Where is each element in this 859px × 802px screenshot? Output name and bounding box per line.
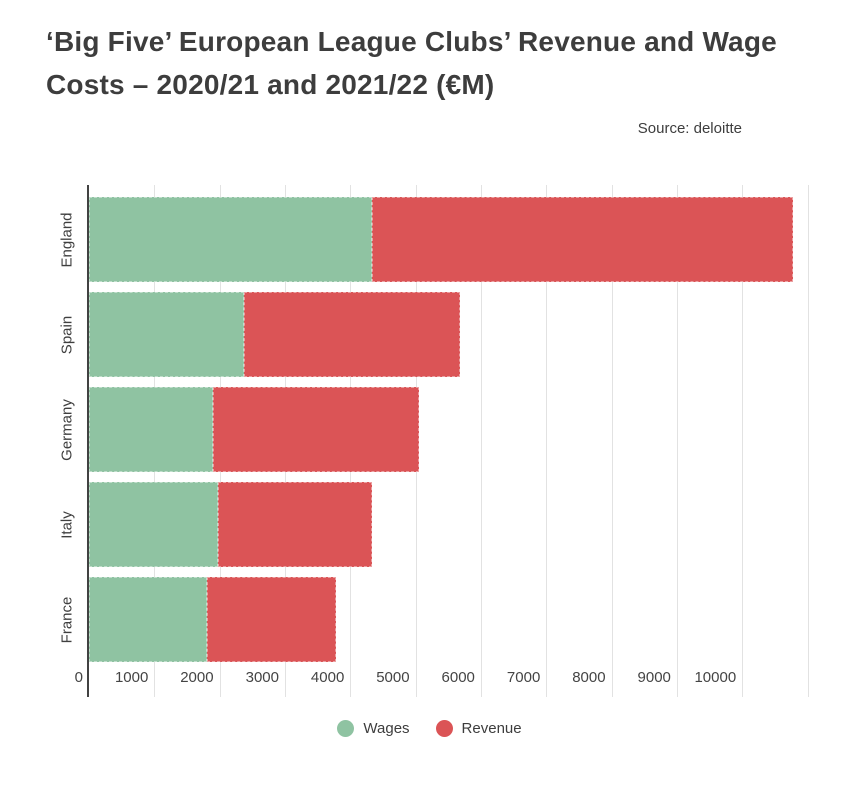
x-tick-label: 2000 bbox=[180, 669, 214, 686]
bar-row-italy bbox=[89, 482, 372, 567]
x-gridline bbox=[480, 185, 482, 697]
y-axis-line bbox=[87, 185, 89, 697]
x-gridline bbox=[676, 185, 678, 697]
x-tick-label: 0 bbox=[74, 669, 83, 686]
x-tick-label: 9000 bbox=[637, 669, 671, 686]
bar-row-england bbox=[89, 197, 793, 282]
wages-bar-segment bbox=[89, 197, 372, 282]
page-title-line1: ‘Big Five’ European League Clubs’ Revenu… bbox=[46, 26, 777, 57]
bar-row-spain bbox=[89, 292, 460, 377]
category-label-italy: Italy bbox=[58, 510, 76, 539]
chart-legend: Wages Revenue bbox=[0, 720, 859, 737]
page-title: ‘Big Five’ European League Clubs’ Revenu… bbox=[46, 20, 836, 106]
x-tick-label: 5000 bbox=[376, 669, 410, 686]
revenue-bar-segment bbox=[206, 577, 336, 662]
revenue-bar-segment bbox=[371, 197, 793, 282]
x-tick-label: 1000 bbox=[114, 669, 149, 686]
category-label-germany: Germany bbox=[58, 398, 76, 461]
legend-swatch-revenue bbox=[435, 720, 453, 737]
page-title-line2: Costs – 2020/21 and 2021/22 (€M) bbox=[46, 69, 495, 100]
legend-item-revenue: Revenue bbox=[435, 720, 522, 737]
x-tick-label: 3000 bbox=[245, 669, 279, 686]
category-label-france: France bbox=[58, 596, 76, 643]
legend-label-revenue: Revenue bbox=[461, 720, 522, 737]
legend-item-wages: Wages bbox=[337, 720, 410, 737]
revenue-bar-segment bbox=[244, 292, 460, 377]
category-label-spain: Spain bbox=[58, 315, 76, 354]
x-gridline bbox=[546, 185, 548, 697]
x-tick-label: 6000 bbox=[441, 669, 475, 686]
wages-bar-segment bbox=[89, 292, 245, 377]
wages-bar-segment bbox=[89, 577, 207, 662]
revenue-bar-segment bbox=[218, 482, 372, 567]
x-gridline bbox=[611, 185, 613, 697]
x-gridline bbox=[742, 185, 744, 697]
category-label-england: England bbox=[58, 211, 76, 268]
bar-row-germany bbox=[89, 387, 419, 472]
bar-row-france bbox=[89, 577, 336, 662]
legend-label-wages: Wages bbox=[363, 720, 410, 737]
source-label: Source: deloitte bbox=[637, 120, 742, 137]
x-tick-label: 4000 bbox=[310, 669, 345, 686]
wages-bar-segment bbox=[89, 387, 214, 472]
legend-swatch-wages bbox=[337, 720, 355, 737]
wages-bar-segment bbox=[89, 482, 218, 567]
x-tick-label: 8000 bbox=[572, 669, 606, 686]
x-tick-label: 7000 bbox=[506, 669, 541, 686]
revenue-bar-segment bbox=[213, 387, 419, 472]
x-tick-label: 10000 bbox=[694, 669, 737, 686]
plot-area: England Spain Germany Italy France 0 1000 2000 3… bbox=[59, 185, 850, 697]
x-gridline bbox=[807, 185, 809, 697]
